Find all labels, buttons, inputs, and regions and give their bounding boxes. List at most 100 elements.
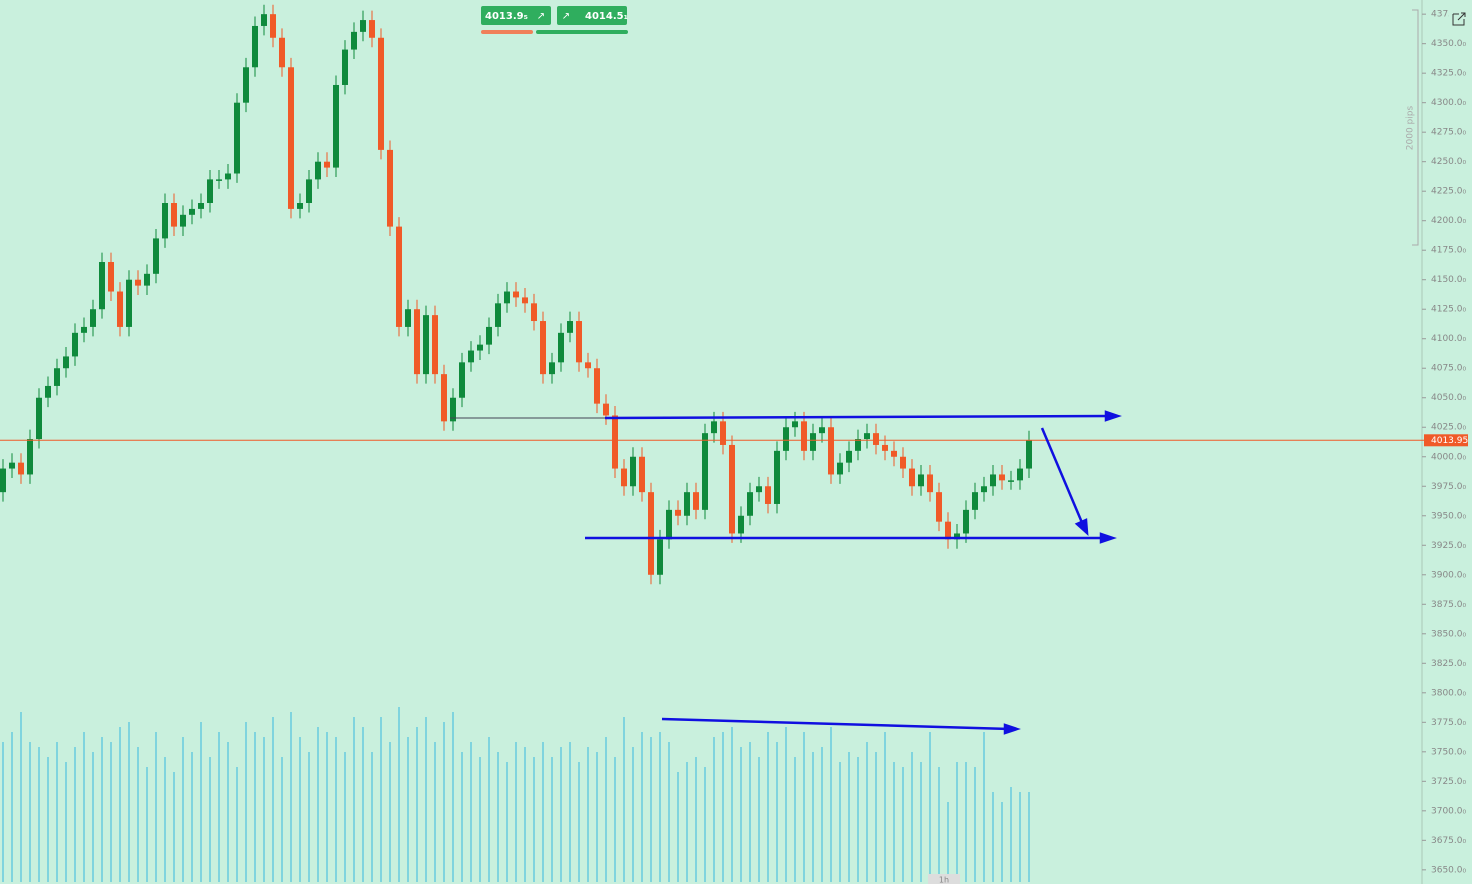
candle-body [180,214,186,227]
y-tick-label: 4275.0₀ [1431,128,1466,138]
candle-body [954,533,960,540]
ask-bar [536,30,628,34]
interval-tab[interactable] [928,874,960,884]
candle-body [459,362,465,398]
y-tick-label: 3975.0₀ [1431,482,1466,492]
candle-body [1017,468,1023,481]
y-tick-label: 3750.0₀ [1431,747,1466,757]
y-tick-label: 4350.0₀ [1431,39,1466,49]
y-tick-label: 4300.0₀ [1431,98,1466,108]
candle-body [468,350,474,363]
candle-body [666,509,672,540]
candle-body [873,433,879,445]
candle-body [423,315,429,375]
y-tick-label: 4125.0₀ [1431,305,1466,315]
range-label: 2000 pips [1406,106,1416,151]
y-tick-label: 3725.0₀ [1431,777,1466,787]
arrow-head [1104,410,1122,422]
candle-body [549,362,555,375]
candle-body [558,332,564,363]
candle-body [351,31,357,50]
candle-body [603,403,609,416]
candle-body [153,238,159,274]
candle-body [270,14,276,38]
y-tick-label: 4200.0₀ [1431,216,1466,226]
candle-body [1008,480,1014,482]
candle-body [855,439,861,451]
candle-body [432,315,438,375]
candle-body [504,291,510,304]
candle-body [702,433,708,510]
candle-body [117,291,123,327]
trend-line [1040,427,1085,526]
candle-body [999,474,1005,481]
candle-body [522,297,528,304]
y-tick-label: 3800.0₀ [1431,688,1466,698]
candle-body [990,474,996,487]
candle-body [891,450,897,457]
candle-body [108,262,114,292]
candle-body [162,203,168,239]
y-tick-label: 3675.0₀ [1431,836,1466,846]
candle-body [729,444,735,534]
candle-body [144,273,150,286]
candle-body [621,468,627,487]
candle-body [513,291,519,298]
candle-body [135,279,141,286]
popout-icon [1452,12,1466,26]
ask-badge[interactable] [557,6,627,25]
candle-body [963,509,969,534]
y-tick-label: 3700.0₀ [1431,806,1466,816]
candle-body [747,492,753,516]
candle-body [171,203,177,227]
candle-body [981,486,987,493]
candle-body [486,326,492,345]
candle-body [882,444,888,451]
candle-body [252,25,258,68]
y-tick-label: 4175.0₀ [1431,246,1466,256]
y-tick-label: 4225.0₀ [1431,187,1466,197]
ask-icon: ↗ [562,11,570,22]
candle-body [909,468,915,487]
bid-badge[interactable] [481,6,551,25]
trend-line [604,414,1113,420]
candle-body [846,450,852,463]
candle-body [585,362,591,369]
candle-body [648,492,654,575]
candle-body [450,397,456,422]
candle-body [738,515,744,534]
candle-body [720,421,726,445]
candle-body [639,456,645,493]
bid-price: 4013.9₅ [485,11,528,22]
candle-body [684,492,690,516]
candle-body [81,326,87,333]
y-tick-label: 4025.0₀ [1431,423,1466,433]
candle-body [342,49,348,85]
candle-body [630,456,636,487]
candle-body [414,309,420,375]
y-tick-label: 3925.0₀ [1431,541,1466,551]
y-tick-label: 4250.0₀ [1431,157,1466,167]
candle-body [36,397,42,440]
interval-label: 1h [939,876,949,884]
candle-body [1026,440,1032,469]
candle-body [927,474,933,493]
y-tick-label: 4000.0₀ [1431,452,1466,462]
last-price-label: 4013.95 [1431,436,1468,446]
candle-body [45,385,51,398]
candle-body [765,486,771,504]
candle-body [441,374,447,422]
candle-body [378,37,384,150]
candle-body [900,456,906,469]
candle-body [810,433,816,451]
candle-body [207,179,213,204]
candle-body [90,309,96,327]
y-tick-label: 3650.0₀ [1431,865,1466,875]
candle-body [477,344,483,351]
candle-body [819,427,825,434]
plot: 3650.0₀ 3675.0₀ 3700.0₀ 3725.0₀ 3750.0₀ 3775.… [0,4,1468,882]
candle-body [612,415,618,469]
candle-body [936,492,942,522]
